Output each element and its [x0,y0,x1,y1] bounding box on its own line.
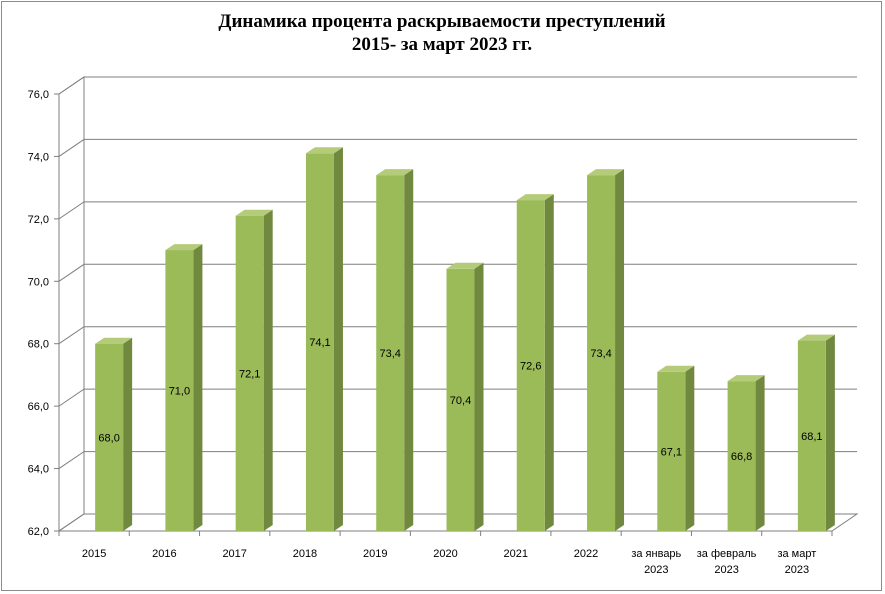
gridline-7 [58,76,857,95]
bar-top-2 [235,209,273,216]
data-label-7: 73,4 [590,348,611,360]
bar-top-8 [657,365,695,372]
bar-side-0 [123,337,133,531]
bar-front-2 [235,215,264,531]
bar-side-5 [474,262,484,531]
bar-front-3 [305,153,334,532]
bar-front-9 [727,381,756,531]
bar-5 [446,262,484,531]
x-tick-label-7: 2022 [574,548,598,560]
chart-title-line-2: 2015- за март 2023 гг. [352,34,532,55]
y-axis-ticks: 62,0 64,0 66,0 68,0 70,0 72,0 74,0 76,0 [28,89,59,538]
side-wall [58,76,85,532]
y-tick-label-2: 66,0 [28,401,49,413]
bar-top-0 [95,337,133,344]
x-tick-label-5: 2020 [433,548,457,560]
bar-top-5 [446,262,484,269]
bar-2 [235,209,273,531]
data-label-10: 68,1 [801,431,822,443]
bar-front-1 [165,250,194,532]
y-tick-label-1: 64,0 [28,464,49,476]
bars [95,147,835,532]
y-tick-label-0: 62,0 [28,526,49,538]
bar-6 [516,194,554,531]
bar-10 [797,334,835,531]
bar-front-5 [446,268,475,531]
x-tick-label-3: 2018 [293,548,317,560]
chart-title: Динамика процента раскрываемости преступ… [218,11,665,55]
x-tick-label-10: за март 2023 [777,548,816,576]
chart-title-line-1: Динамика процента раскрываемости преступ… [218,11,665,32]
bar-side-3 [333,147,343,532]
bar-9 [727,375,765,531]
y-tick-label-7: 76,0 [28,89,49,101]
y-tick-label-4: 70,0 [28,276,49,288]
bar-0 [95,337,133,531]
gridline-6 [58,138,857,157]
bar-side-2 [263,209,273,531]
x-tick-label-9: за февраль 2023 [697,548,757,576]
data-label-8: 67,1 [661,446,682,458]
bar-side-4 [404,169,414,531]
bar-side-9 [755,375,765,531]
bar-front-8 [657,371,686,531]
bar-side-6 [544,194,554,531]
bar-side-7 [615,169,625,531]
bar-8 [657,365,695,531]
data-label-6: 72,6 [520,361,541,373]
data-label-4: 73,4 [380,348,401,360]
data-label-5: 70,4 [450,395,471,407]
bar-top-6 [516,194,554,201]
bar-top-3 [305,147,343,154]
bar-front-7 [587,175,616,531]
data-label-1: 71,0 [169,386,190,398]
data-label-9: 66,8 [731,451,752,463]
gridline-5 [58,201,857,220]
bar-side-8 [685,365,695,531]
data-label-0: 68,0 [98,432,119,444]
bar-top-7 [587,169,625,176]
bar-top-1 [165,244,203,251]
bar-1 [165,244,203,532]
bar-side-1 [193,244,203,532]
y-tick-label-3: 68,0 [28,339,49,351]
bar-top-9 [727,375,765,382]
bar-4 [376,169,414,531]
x-tick-label-1: 2016 [152,548,176,560]
x-tick-label-0: 2015 [82,548,106,560]
data-label-3: 74,1 [309,337,330,349]
data-labels: 68,0 71,0 72,1 74,1 73,4 70,4 72,6 73,4 67,1 66,8… [98,337,822,463]
x-tick-label-6: 2021 [504,548,528,560]
x-tick-label-8: за январь 2023 [631,548,681,576]
bar-front-4 [376,175,405,531]
bar-front-10 [797,340,826,531]
x-tick-label-2: 2017 [222,548,246,560]
y-tick-label-6: 74,0 [28,151,49,163]
bar-front-0 [95,343,124,531]
bar-side-10 [825,334,835,531]
x-axis-ticks: 2015 2016 2017 2018 2019 2020 2021 2022 за январ… [58,531,833,576]
bar-top-10 [797,334,835,341]
bar-front-6 [516,200,545,531]
bar-top-4 [376,169,414,176]
bar-7 [587,169,625,531]
x-tick-label-4: 2019 [363,548,387,560]
y-tick-label-5: 72,0 [28,214,49,226]
data-label-2: 72,1 [239,368,260,380]
bar-3 [305,147,343,532]
